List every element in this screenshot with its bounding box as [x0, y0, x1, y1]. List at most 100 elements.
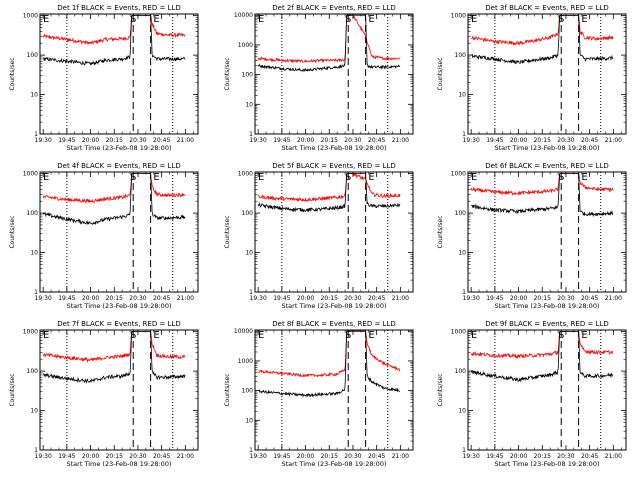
x-tick-label: 19:30	[250, 295, 267, 302]
end-marker-label: E	[581, 330, 587, 341]
x-tick-label: 19:45	[273, 453, 290, 460]
y-tick-label: 1	[462, 131, 466, 138]
y-tick-label: 10	[245, 417, 253, 424]
start-marker-label: S	[345, 14, 351, 25]
x-axis-label: Start Time (23-Feb-08 19:28:00)	[495, 302, 600, 310]
end-marker-label: E	[258, 172, 264, 183]
lld-series-line	[42, 331, 186, 363]
start-marker-label: S	[130, 330, 136, 341]
axes-frame	[467, 13, 627, 135]
plot-area	[470, 172, 614, 292]
start-marker-label: S	[345, 172, 351, 183]
x-tick-label: 20:30	[344, 453, 361, 460]
x-tick-label: 20:15	[106, 295, 123, 302]
y-tick-label: 1	[34, 131, 38, 138]
x-tick-label: 20:30	[557, 453, 574, 460]
x-tick-label: 20:30	[129, 137, 146, 144]
y-tick-label: 10	[458, 250, 466, 257]
y-tick-label: 10	[245, 101, 253, 108]
x-tick-label: 20:45	[581, 295, 598, 302]
x-tick-label: 20:15	[534, 295, 551, 302]
y-axis-label: Counts/sec	[224, 373, 231, 406]
y-tick-label: 100	[455, 52, 467, 59]
x-tick-label: 20:15	[106, 137, 123, 144]
end-marker-label: E	[153, 330, 159, 341]
x-axis-label: Start Time (23-Feb-08 19:28:00)	[67, 144, 172, 152]
events-series-line	[42, 331, 186, 384]
y-tick-label: 1000	[23, 171, 38, 178]
x-tick-label: 19:30	[463, 453, 480, 460]
x-tick-label: 20:15	[534, 453, 551, 460]
y-axis-label: Counts/sec	[9, 57, 16, 90]
x-tick-label: 20:30	[129, 295, 146, 302]
x-tick-label: 20:00	[297, 137, 314, 144]
y-tick-label: 100	[242, 388, 254, 395]
x-axis-label: Start Time (23-Feb-08 19:28:00)	[282, 144, 387, 152]
y-axis-label: Counts/sec	[9, 215, 16, 248]
x-tick-label: 19:45	[58, 137, 75, 144]
lld-series-line	[257, 14, 401, 64]
x-tick-label: 20:00	[82, 453, 99, 460]
y-tick-label: 1	[462, 289, 466, 296]
plot-area	[42, 330, 186, 450]
events-series-line	[257, 173, 401, 213]
end-marker-label: E	[581, 14, 587, 25]
x-tick-label: 20:45	[153, 453, 170, 460]
x-tick-label: 20:15	[106, 453, 123, 460]
y-tick-label: 1000	[238, 42, 253, 49]
panel-title: Det 8f BLACK = Events, RED = LLD	[272, 320, 395, 328]
x-axis-label: Start Time (23-Feb-08 19:28:00)	[495, 144, 600, 152]
x-tick-label: 20:00	[510, 137, 527, 144]
x-tick-label: 20:45	[153, 295, 170, 302]
y-axis-label: Counts/sec	[224, 215, 231, 248]
x-tick-label: 20:45	[581, 137, 598, 144]
events-series-line	[42, 173, 186, 226]
lld-series-line	[470, 331, 614, 359]
start-marker-label: S	[558, 330, 564, 341]
x-tick-label: 20:30	[344, 137, 361, 144]
start-marker-label: S	[130, 14, 136, 25]
end-marker-label: E	[153, 14, 159, 25]
x-tick-label: 21:00	[177, 295, 194, 302]
panel-title: Det 9f BLACK = Events, RED = LLD	[485, 320, 608, 328]
plot-area	[42, 172, 186, 292]
plot-area	[257, 14, 401, 134]
x-tick-label: 20:45	[581, 453, 598, 460]
x-tick-label: 20:00	[510, 295, 527, 302]
x-tick-label: 20:30	[557, 137, 574, 144]
x-tick-label: 21:00	[177, 453, 194, 460]
axes-frame	[39, 329, 199, 451]
x-tick-label: 20:00	[510, 453, 527, 460]
x-tick-label: 20:15	[321, 453, 338, 460]
y-tick-label: 1	[249, 447, 253, 454]
y-tick-label: 10	[458, 92, 466, 99]
y-tick-label: 1000	[238, 171, 253, 178]
y-axis-label: Counts/sec	[437, 57, 444, 90]
plot-area	[257, 172, 401, 292]
y-axis-label: Counts/sec	[9, 373, 16, 406]
end-marker-label: E	[581, 172, 587, 183]
end-marker-label: E	[368, 172, 374, 183]
x-axis-label: Start Time (23-Feb-08 19:28:00)	[495, 460, 600, 468]
y-tick-label: 1	[34, 447, 38, 454]
panel-title: Det 6f BLACK = Events, RED = LLD	[485, 162, 608, 170]
axes-frame	[254, 171, 414, 293]
x-tick-label: 19:45	[273, 137, 290, 144]
x-tick-label: 21:00	[392, 137, 409, 144]
y-tick-label: 1	[462, 447, 466, 454]
detector-panel: Det 6f BLACK = Events, RED = LLD 1 10 100 10…	[437, 162, 627, 310]
events-series-line	[257, 330, 401, 398]
x-tick-label: 19:30	[463, 137, 480, 144]
detector-panel: Det 7f BLACK = Events, RED = LLD 1 10 100 10…	[9, 320, 199, 468]
plot-area	[470, 14, 614, 134]
y-tick-label: 100	[27, 210, 39, 217]
y-axis-label: Counts/sec	[437, 373, 444, 406]
y-tick-label: 100	[27, 368, 39, 375]
x-tick-label: 21:00	[392, 453, 409, 460]
panel-title: Det 3f BLACK = Events, RED = LLD	[485, 4, 608, 12]
y-tick-label: 10000	[234, 328, 253, 335]
end-marker-label: E	[43, 172, 49, 183]
y-tick-label: 10	[30, 408, 38, 415]
y-tick-label: 1	[249, 289, 253, 296]
